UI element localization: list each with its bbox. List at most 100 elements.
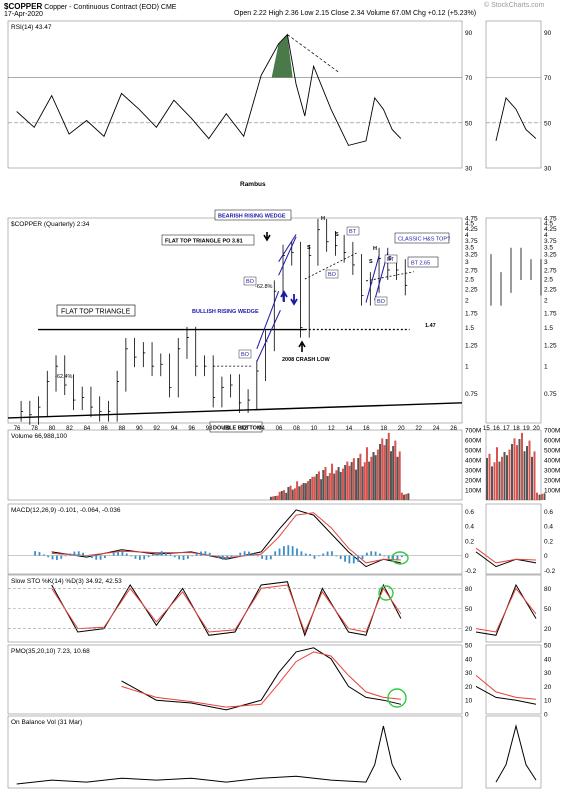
price-xtick-label: 10 xyxy=(311,426,318,432)
price-xtick-label: 02 xyxy=(241,426,248,432)
pmo-ytick-label: 40 xyxy=(465,656,473,663)
price-zoom-ytick-label: 3.25 xyxy=(544,252,557,259)
decline-pct-label: -62.4% xyxy=(55,374,73,380)
bo-label-box xyxy=(243,276,257,286)
macd-histogram-bar xyxy=(361,555,364,559)
bo-label: BO xyxy=(328,272,337,278)
obv-line xyxy=(16,725,402,785)
macd-histogram-bar xyxy=(152,554,154,556)
macd-histogram-bar xyxy=(344,555,346,562)
volume-bar xyxy=(296,481,299,500)
macd-histogram-bar xyxy=(291,546,294,556)
price-xtick-label: 84 xyxy=(84,426,91,432)
volume-bar xyxy=(372,452,375,500)
volume-bar xyxy=(357,458,360,500)
pmo-ytick-label: 50 xyxy=(465,643,473,650)
price-ytick-label: 3.25 xyxy=(465,252,478,259)
rsi-ytick-label: 70 xyxy=(465,75,473,82)
sto-zoom-ytick-label: 50 xyxy=(544,606,552,613)
pmo-zoom-ytick-label: 10 xyxy=(544,698,552,705)
macd-panel-frame xyxy=(7,503,463,575)
zoom-xtick-label: 18 xyxy=(513,426,520,432)
exchange-label: CME xyxy=(160,4,177,11)
price-xtick-label: 96 xyxy=(188,426,195,432)
volume-bar xyxy=(348,465,351,500)
pmo-line xyxy=(121,651,401,708)
price-ytick-label: 1.25 xyxy=(465,342,478,349)
volume-bar xyxy=(287,487,290,500)
price-panel-frame xyxy=(7,217,463,424)
volume-zoom-ytick-label: 100M xyxy=(544,488,560,495)
bt-target-label: BT 2.65 xyxy=(411,261,430,267)
volume-bar xyxy=(396,456,399,500)
macd-histogram-bar xyxy=(339,555,342,560)
price-zoom-ytick-label: 3.75 xyxy=(544,238,557,245)
sto-zoom-ytick-label: 20 xyxy=(544,626,552,633)
price-ytick-label: 0.75 xyxy=(465,391,478,398)
sto-highlight-circle xyxy=(378,585,394,601)
price-zoom-ytick-label: 2.5 xyxy=(544,277,553,284)
macd-histogram-bar xyxy=(326,551,329,556)
pmo-ytick-label: 30 xyxy=(465,670,473,677)
pmo-zoom-line xyxy=(475,685,537,705)
macd-histogram-bar xyxy=(239,552,242,556)
price-ytick-label: 4.25 xyxy=(465,226,478,233)
macd-histogram-bar xyxy=(331,551,333,556)
pmo-line xyxy=(121,647,402,711)
macd-histogram-bar xyxy=(248,551,250,556)
macd-title: MACD(12,26,9) -0.101, -0.064, -0.036 xyxy=(11,507,121,514)
rsi-zoom-line xyxy=(495,96,537,142)
rsi-panel-frame xyxy=(7,20,463,169)
volume-bar xyxy=(272,496,275,500)
macd-histogram-bar xyxy=(387,555,390,559)
volume-bar xyxy=(361,466,364,500)
macd-histogram-bar xyxy=(138,555,141,560)
bt-label-box xyxy=(346,226,360,236)
flat-top-label-box xyxy=(56,304,136,317)
rsi-zoom-ytick-label: 90 xyxy=(544,30,552,37)
macd-histogram-bar xyxy=(357,555,360,562)
volume-bar xyxy=(339,472,342,500)
volume-bar xyxy=(403,494,406,500)
macd-histogram-bar xyxy=(383,555,386,557)
price-zoom-ytick-label: 2 xyxy=(544,298,548,305)
volume-bar xyxy=(331,463,334,500)
macd-zoom-ytick-label: -0.2 xyxy=(544,568,556,575)
volume-zoom-bar xyxy=(501,456,503,500)
pmo-zoom-ytick-label: 50 xyxy=(544,643,552,650)
volume-zoom-bar xyxy=(533,451,536,500)
macd-histogram-bar xyxy=(69,553,71,556)
volume-bar xyxy=(274,496,277,500)
volume-bar xyxy=(298,486,301,500)
price-xtick-label: 22 xyxy=(415,426,422,432)
rsi-zoom-ytick-label: 50 xyxy=(544,120,552,127)
rising-support-line xyxy=(7,402,463,419)
price-xtick-label: 94 xyxy=(171,426,178,432)
volume-bar xyxy=(309,479,312,500)
bo-label-box xyxy=(325,269,339,279)
macd-histogram-bar xyxy=(134,555,137,559)
rsi-zoom-ytick-label: 70 xyxy=(544,75,552,82)
macd-histogram-bar xyxy=(112,552,115,556)
macd-histogram-bar xyxy=(130,555,133,557)
macd-histogram-bar xyxy=(34,551,36,556)
volume-bar xyxy=(389,451,392,500)
volume-bar xyxy=(307,481,310,500)
macd-zoom-line xyxy=(475,551,537,568)
pmo-panel-frame xyxy=(7,644,463,715)
macd-histogram-bar xyxy=(125,553,128,556)
volume-zoom-bar xyxy=(521,432,523,500)
arrow-down-icon xyxy=(263,232,271,242)
macd-histogram-bar xyxy=(200,551,202,556)
volume-zoom-bar xyxy=(513,438,516,500)
price-xtick-label: 12 xyxy=(328,426,335,432)
rsi-line xyxy=(16,33,402,146)
price-ytick-label: 2.25 xyxy=(465,287,478,294)
price-zoom-ytick-label: 2.75 xyxy=(544,267,557,274)
volume-zoom-bar xyxy=(516,445,518,500)
price-zoom-ytick-label: 0.75 xyxy=(544,391,557,398)
volume-zoom-bar xyxy=(511,444,513,500)
volume-zoom-bar xyxy=(543,493,546,500)
volume-zoom-bar xyxy=(486,458,488,500)
price-zoom-ytick-label: 2.25 xyxy=(544,287,557,294)
